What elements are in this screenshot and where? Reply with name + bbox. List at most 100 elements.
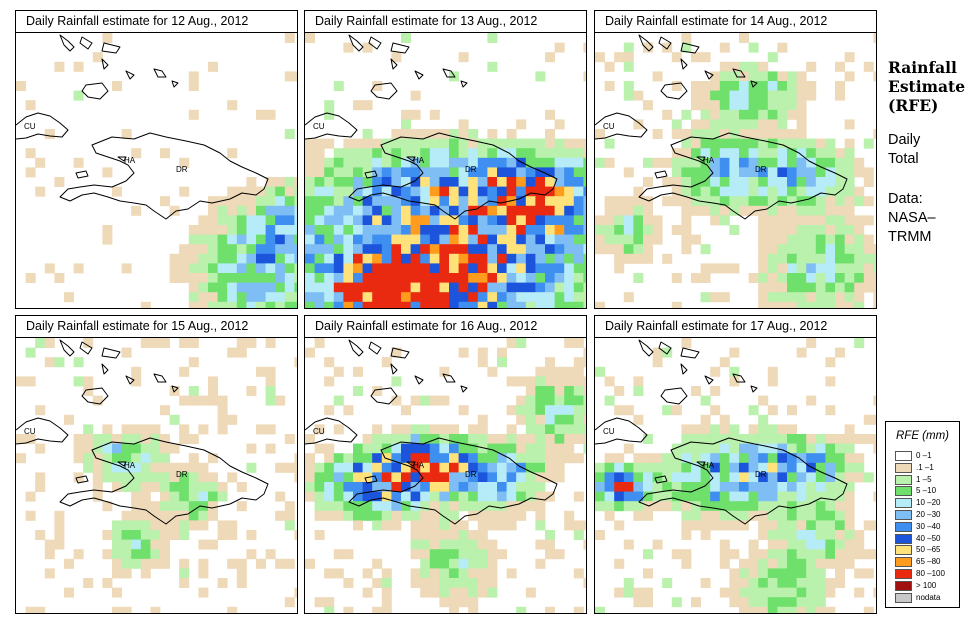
rainfall-cell: [497, 157, 507, 168]
rainfall-cell: [719, 539, 730, 550]
rainfall-cell: [256, 273, 266, 283]
rainfall-cell: [671, 196, 682, 207]
country-label-haiti: HA: [124, 156, 136, 165]
rainfall-cell: [710, 510, 721, 521]
rainfall-cell: [198, 424, 209, 435]
rainfall-cell: [844, 292, 855, 303]
rainfall-cell: [604, 510, 615, 521]
rainfall-cell: [614, 462, 625, 473]
rainfall-cell: [372, 205, 383, 216]
coastline-cuba: [16, 112, 69, 140]
rainfall-cell: [458, 273, 469, 283]
rainfall-cell: [643, 453, 653, 464]
rainfall-cell: [401, 482, 411, 492]
rainfall-cell: [188, 234, 199, 245]
rainfall-cell: [324, 253, 335, 264]
rainfall-cell: [516, 282, 527, 293]
rainfall-cell: [825, 462, 836, 473]
rainfall-cell: [179, 558, 190, 569]
rainfall-cell: [516, 215, 527, 226]
rainfall-cell: [420, 568, 431, 579]
rainfall-cell: [583, 263, 586, 274]
rainfall-cell: [324, 482, 335, 492]
rainfall-cell: [140, 558, 151, 569]
rainfall-cell: [439, 263, 450, 274]
rainfall-cell: [691, 482, 701, 492]
rainfall-cell: [777, 157, 788, 168]
rainfall-cell: [83, 578, 94, 588]
rainfall-cell: [391, 215, 402, 226]
rainfall-cell: [671, 301, 682, 308]
rainfall-cell: [208, 205, 218, 216]
rainfall-cell: [583, 186, 586, 197]
rainfall-cell: [623, 405, 634, 416]
rainfall-cell: [758, 186, 769, 197]
rainfall-cell: [758, 434, 769, 444]
rainfall-cell: [236, 338, 247, 348]
coastline-tortuga: [117, 156, 127, 162]
rainfall-cell: [188, 263, 199, 274]
rainfall-cell: [391, 491, 402, 502]
rainfall-cell: [112, 434, 122, 444]
rainfall-cell: [324, 568, 335, 579]
rainfall-cell: [305, 177, 315, 187]
rainfall-cell: [748, 539, 759, 550]
rainfall-cell: [217, 520, 228, 531]
rainfall-cell: [497, 215, 507, 226]
rainfall-cell: [102, 33, 113, 43]
rainfall-cell: [487, 366, 498, 377]
rainfall-cell: [44, 263, 55, 274]
rainfall-cell: [554, 424, 565, 435]
rainfall-cell: [748, 273, 759, 283]
rainfall-cell: [787, 71, 797, 82]
rainfall-cell: [420, 434, 431, 444]
rainfall-cell: [595, 129, 605, 139]
coastline-hisp: [638, 437, 848, 525]
rainfall-cell: [758, 301, 769, 308]
rainfall-cell: [758, 472, 769, 483]
rainfall-cell: [324, 215, 335, 226]
rainfall-cell: [525, 234, 536, 245]
rainfall-cell: [787, 405, 797, 416]
rainfall-cell: [372, 491, 383, 502]
rainfall-cell: [362, 196, 373, 207]
period-line: Total: [888, 151, 919, 167]
rainfall-cell: [208, 301, 218, 308]
rainfall-cell: [506, 501, 517, 512]
rainfall-cell: [487, 539, 498, 550]
rainfall-cell: [719, 186, 730, 197]
rainfall-cell: [671, 186, 682, 197]
rainfall-cell: [844, 549, 855, 560]
rainfall-cell: [796, 539, 807, 550]
rainfall-cell: [265, 292, 276, 303]
rainfall-cell: [516, 263, 527, 274]
rainfall-cell: [825, 434, 836, 444]
rainfall-cell: [787, 568, 797, 579]
rainfall-cell: [604, 196, 615, 207]
rainfall-cell: [179, 501, 190, 512]
rainfall-cell: [633, 119, 644, 130]
rainfall-cell: [391, 443, 402, 454]
rainfall-cell: [324, 196, 335, 207]
rainfall-cell: [343, 42, 354, 53]
rainfall-cell: [410, 196, 421, 207]
rainfall-cell: [767, 434, 778, 444]
rainfall-cell: [777, 597, 788, 608]
rainfall-cell: [777, 462, 788, 473]
rainfall-cell: [739, 578, 749, 588]
rainfall-cell: [758, 482, 769, 492]
rainfall-cell: [815, 205, 826, 216]
rainfall-cell: [449, 549, 459, 560]
rainfall-cell: [835, 520, 845, 531]
rainfall-cell: [353, 215, 363, 226]
rainfall-cell: [796, 472, 807, 483]
rainfall-cell: [729, 205, 740, 216]
rainfall-cell: [854, 539, 865, 550]
rainfall-cell: [265, 282, 276, 293]
rainfall-cell: [487, 587, 498, 598]
rainfall-cell: [275, 273, 286, 283]
coastline-tortuga: [696, 461, 706, 467]
rainfall-cell: [314, 196, 325, 207]
rainfall-cell: [564, 177, 575, 187]
rainfall-cell: [64, 292, 74, 303]
